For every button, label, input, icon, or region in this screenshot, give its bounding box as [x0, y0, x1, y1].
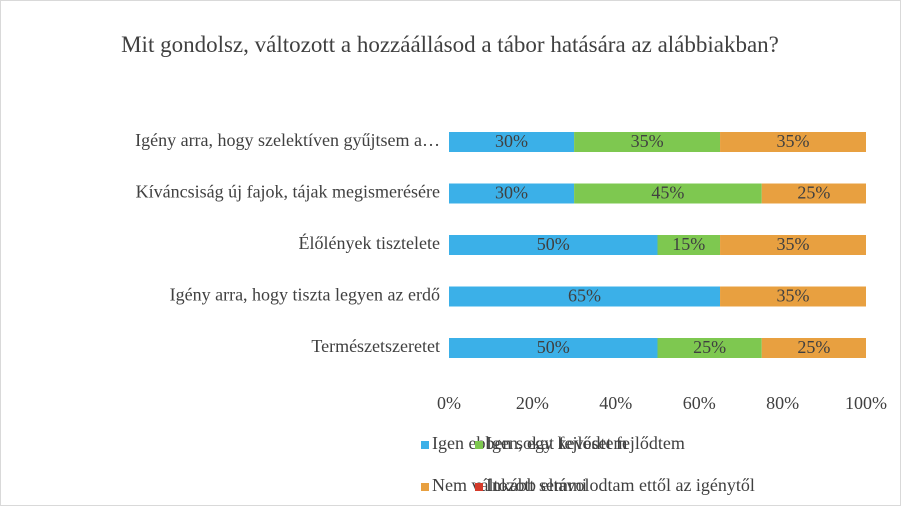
data-label: 45%: [651, 183, 684, 203]
bar-segment: [720, 286, 866, 307]
bar-segment: [720, 132, 866, 152]
data-label: 50%: [537, 234, 570, 254]
bar-segment: [761, 338, 866, 358]
data-label: 25%: [693, 337, 726, 357]
legend-swatch: [475, 441, 483, 449]
x-tick-label: 100%: [845, 393, 887, 413]
chart-title: Mit gondolsz, változott a hozzáállásod a…: [121, 32, 779, 57]
data-label: 30%: [495, 183, 528, 203]
data-label: 65%: [568, 286, 601, 306]
y-tick-label: Természetszeretet: [311, 336, 440, 356]
bar-segment: [657, 338, 762, 358]
data-label: 30%: [495, 131, 528, 151]
data-label: 35%: [777, 286, 810, 306]
data-label: 50%: [537, 337, 570, 357]
bar-segment: [449, 338, 658, 358]
bar-segment: [720, 235, 866, 255]
data-label: 35%: [631, 131, 664, 151]
legend-swatch: [475, 483, 483, 491]
bar-segment: [574, 183, 762, 204]
data-label: 35%: [777, 131, 810, 151]
data-label: 25%: [797, 337, 830, 357]
x-tick-label: 40%: [599, 393, 632, 413]
legend-label: Inkább eltávolodtam ettől az igénytől: [486, 475, 755, 495]
bar-segment: [761, 183, 866, 204]
x-tick-label: 0%: [437, 393, 461, 413]
x-tick-label: 80%: [766, 393, 799, 413]
data-label: 15%: [672, 234, 705, 254]
y-tick-label: Kíváncsiság új fajok, tájak megismerésér…: [136, 182, 440, 202]
y-tick-label: Igény arra, hogy tiszta legyen az erdő: [170, 285, 440, 305]
legend-label: Nem változott semmi: [432, 475, 587, 495]
y-tick-label: Igény arra, hogy szelektíven gyűjtsem a…: [135, 130, 440, 150]
bar-segment: [574, 132, 721, 152]
bar-segment: [449, 132, 575, 152]
data-label: 25%: [797, 183, 830, 203]
legend-swatch: [421, 441, 429, 449]
bar-segment: [657, 235, 721, 255]
bar-segment: [449, 235, 658, 255]
legend-label: Igen, egy keveset fejlődtem: [486, 433, 685, 453]
legend-swatch: [421, 483, 429, 491]
bar-segment: [449, 183, 575, 204]
bar-segment: [449, 286, 721, 307]
y-tick-label: Élőlények tisztelete: [299, 232, 440, 253]
x-tick-label: 60%: [683, 393, 716, 413]
data-label: 35%: [777, 234, 810, 254]
x-tick-label: 20%: [516, 393, 549, 413]
